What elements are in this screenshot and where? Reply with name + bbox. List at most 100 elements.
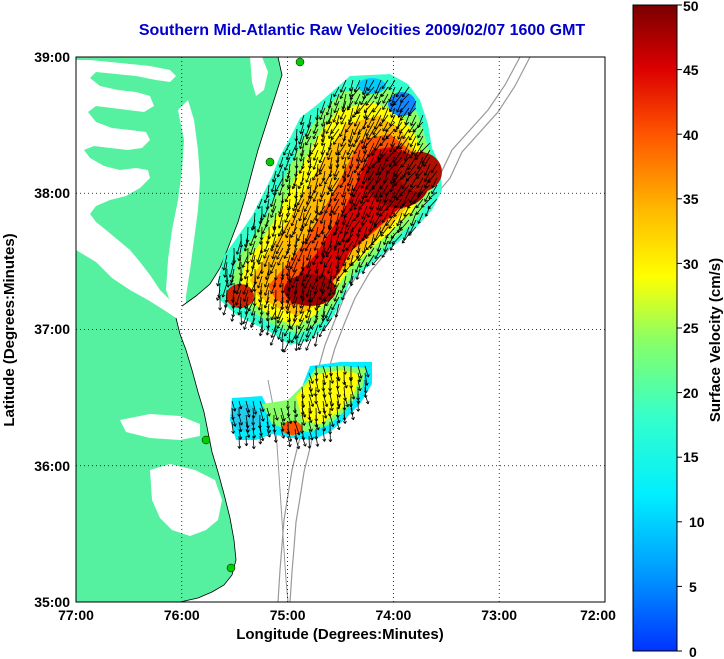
velocity-arrow: [308, 386, 314, 398]
velocity-arrow: [303, 275, 312, 289]
velocity-arrow: [325, 121, 333, 134]
x-tick-label: 73:00: [481, 607, 517, 623]
velocity-arrow: [266, 428, 271, 438]
y-axis: 39:00 38:00 37:00 36:00 35:00 Latitude (…: [1, 49, 70, 610]
velocity-arrow: [275, 233, 284, 248]
velocity-arrow: [221, 282, 228, 298]
velocity-arrow: [388, 233, 396, 245]
colorbar-tick: 0: [689, 644, 697, 659]
velocity-arrow: [303, 198, 312, 212]
velocity-arrow: [322, 365, 328, 379]
y-tick-label: 35:00: [34, 594, 70, 610]
velocity-arrow: [353, 212, 361, 222]
velocity-arrow: [401, 86, 410, 98]
pamlico-sound: [150, 464, 222, 536]
velocity-arrow: [360, 177, 368, 189]
velocity-arrow: [352, 184, 361, 198]
velocity-arrow: [394, 184, 403, 199]
velocity-arrow: [319, 254, 326, 265]
velocity-arrow: [334, 212, 340, 225]
velocity-arrow: [339, 177, 347, 188]
velocity-arrow: [388, 86, 396, 103]
velocity-arrow: [327, 128, 333, 140]
velocity-arrow: [258, 324, 263, 337]
velocity-arrow: [223, 261, 228, 278]
velocity-arrow: [270, 177, 277, 193]
velocity-arrow: [416, 170, 424, 180]
velocity-arrow: [276, 310, 284, 324]
velocity-arrow: [318, 268, 326, 280]
velocity-arrow: [245, 407, 251, 418]
velocity-arrow: [228, 261, 235, 278]
velocity-arrow: [364, 365, 370, 378]
velocity-arrow: [218, 296, 223, 311]
velocity-arrow: [371, 142, 382, 156]
velocity-arrow: [315, 421, 320, 431]
velocity-arrow: [269, 261, 277, 274]
velocity-arrow: [241, 254, 249, 268]
colorbar-gradient: [632, 4, 678, 652]
velocity-arrow: [329, 400, 334, 412]
velocity-arrow: [308, 393, 315, 407]
velocity-arrow: [319, 212, 326, 224]
velocity-arrow: [424, 177, 431, 189]
velocity-arrow: [231, 421, 235, 434]
velocity-arrow: [360, 149, 368, 164]
velocity-arrow: [401, 177, 410, 190]
velocity-arrow: [329, 414, 335, 428]
velocity-arrow: [283, 156, 291, 171]
velocity-arrow: [324, 170, 333, 185]
velocity-arrow: [299, 296, 305, 309]
velocity-arrow: [324, 198, 333, 214]
velocity-arrow: [379, 184, 389, 198]
velocity-arrow: [282, 219, 291, 234]
velocity-arrow: [238, 400, 243, 410]
velocity-arrow: [333, 86, 340, 98]
x-tick-label: 75:00: [270, 607, 306, 623]
velocity-arrow: [343, 379, 348, 389]
velocity-arrow: [395, 191, 403, 201]
velocity-arrow: [215, 289, 221, 301]
velocity-arrow: [326, 261, 333, 274]
velocity-arrow: [357, 247, 368, 262]
velocity-arrow: [350, 407, 355, 421]
velocity-arrow: [250, 247, 256, 263]
velocity-arrow: [271, 226, 277, 237]
velocity-arrow: [348, 135, 354, 147]
velocity-arrow: [340, 135, 347, 147]
velocity-arrow: [353, 198, 361, 210]
velocity-arrow: [235, 282, 242, 295]
velocity-arrow: [388, 205, 396, 219]
velocity-arrow: [276, 317, 284, 329]
velocity-arrow: [301, 414, 306, 426]
velocity-arrow: [367, 170, 375, 181]
velocity-arrow: [388, 219, 396, 229]
velocity-arrow: [256, 275, 263, 289]
velocity-arrow: [299, 121, 305, 135]
velocity-arrow: [277, 254, 284, 266]
velocity-arrow: [289, 254, 298, 270]
velocity-arrow: [299, 149, 305, 162]
velocity-arrow: [322, 428, 327, 442]
velocity-arrow: [360, 191, 368, 204]
colorbar-tick: 15: [683, 449, 699, 465]
velocity-arrows: [215, 79, 438, 450]
velocity-arrow: [333, 275, 340, 288]
velocity-arrow: [401, 233, 410, 244]
velocity-arrow: [417, 128, 424, 139]
velocity-arrow: [346, 233, 354, 243]
velocity-arrow: [346, 100, 354, 111]
station-marker: [201, 435, 211, 445]
velocity-arrow: [381, 128, 389, 141]
velocity-arrow: [278, 205, 284, 218]
velocity-arrow: [353, 114, 361, 127]
velocity-arrow: [350, 386, 356, 400]
colorbar-tick: 30: [683, 256, 699, 272]
velocity-arrow: [305, 310, 312, 324]
velocity-arrow: [280, 414, 286, 426]
velocity-arrow: [333, 163, 340, 177]
velocity-arrow: [388, 79, 396, 91]
colorbar-tick: 35: [683, 191, 699, 207]
y-tick-label: 39:00: [34, 49, 70, 65]
velocity-arrow: [329, 372, 334, 384]
